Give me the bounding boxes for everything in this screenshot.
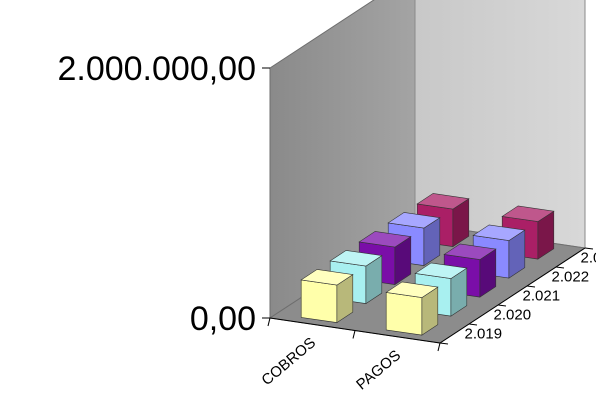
x-tick-mark xyxy=(437,342,441,352)
bar-top-face xyxy=(472,224,526,241)
z-tick-mark xyxy=(497,304,507,307)
bar-top-face xyxy=(300,269,354,286)
bar-top-face xyxy=(387,212,441,229)
z-tick-mark xyxy=(439,342,449,345)
z-tick-label: 2.022 xyxy=(552,269,590,286)
x-tick-mark xyxy=(267,317,271,327)
x-tick-label: PAGOS xyxy=(353,347,404,394)
bar-top-face xyxy=(358,231,412,248)
z-tick-mark xyxy=(526,285,536,288)
chart-bars xyxy=(300,193,555,336)
bar-top-face xyxy=(329,250,383,267)
chart-axes xyxy=(262,67,594,352)
bar-top-face xyxy=(416,193,470,210)
bar-top-face xyxy=(443,243,497,260)
z-tick-label: 2.021 xyxy=(523,288,561,305)
bar-top-face xyxy=(414,262,468,279)
z-tick-mark xyxy=(584,247,594,250)
bar xyxy=(300,269,354,324)
bar-top-face xyxy=(501,205,555,222)
bar xyxy=(385,281,439,336)
x-tick-label: COBROS xyxy=(258,334,319,389)
z-tick-mark xyxy=(555,266,565,269)
bar-top-face xyxy=(385,281,439,298)
y-tick-label: 0,00 xyxy=(190,300,256,338)
bar-front-face xyxy=(300,279,338,323)
x-tick-mark xyxy=(352,330,356,339)
z-axis-line xyxy=(439,247,586,344)
bar-front-face xyxy=(385,292,423,336)
z-tick-label: 2.020 xyxy=(494,307,532,324)
y-tick-label: 2.000.000,00 xyxy=(57,50,256,88)
z-tick-label: 2.023 xyxy=(581,250,596,267)
z-tick-label: 2.019 xyxy=(465,326,503,343)
bar xyxy=(501,205,555,260)
z-tick-mark xyxy=(468,323,478,326)
